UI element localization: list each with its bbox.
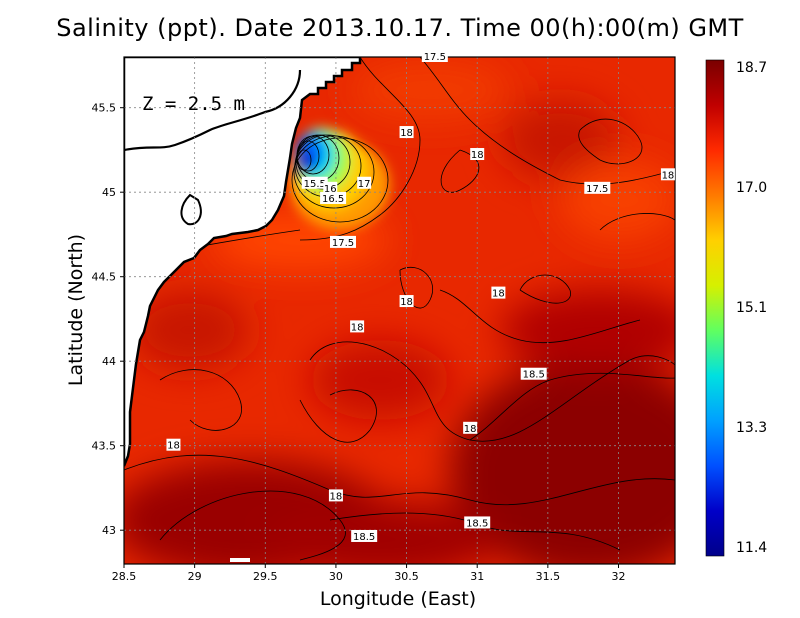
contour-label: 18: [470, 148, 485, 161]
svg-text:17.5: 17.5: [424, 52, 446, 63]
svg-text:18: 18: [330, 491, 343, 502]
x-tick-label: 29.5: [253, 570, 278, 583]
plume-contours: [291, 134, 389, 223]
contour-label: 18.5: [520, 367, 547, 381]
y-tick-label: 44: [102, 355, 116, 368]
svg-text:18.5: 18.5: [353, 532, 375, 543]
svg-text:18: 18: [471, 150, 484, 161]
x-tick-label: 31.5: [536, 570, 561, 583]
x-tick-label: 31: [470, 570, 484, 583]
salinity-field: [124, 57, 675, 564]
contour-label: 16: [323, 181, 338, 195]
y-axis-ticks: 43 43.5 44 44.5 45 45.5: [92, 102, 124, 537]
coastline-inland: [124, 69, 302, 152]
contour-label: 17.5: [329, 235, 356, 249]
plot-title: Salinity (ppt). Date 2013.10.17. Time 00…: [56, 14, 744, 42]
x-tick-label: 32: [611, 570, 625, 583]
svg-text:18: 18: [167, 441, 180, 452]
plot-frame: [123, 56, 676, 565]
svg-text:18: 18: [464, 424, 477, 435]
contour-lines: [124, 57, 675, 561]
colorbar-tick-label: 18.7: [736, 60, 768, 76]
colorbar-tick-label: 15.1: [736, 300, 768, 316]
contour-label: 18: [328, 489, 343, 502]
x-tick-label: 29: [188, 570, 202, 583]
contour-label: 18: [399, 295, 414, 308]
contour-labels: 17.5 18 18 17.5 18 15.516 17 16.5 17.5 18 18 18 18.5…: [166, 50, 675, 543]
contour-label: 18: [399, 126, 414, 139]
y-tick-label: 45.5: [92, 102, 117, 115]
svg-text:17.5: 17.5: [586, 184, 608, 195]
contour-label: 18.5: [351, 529, 378, 543]
contour-label: 17.5: [421, 50, 448, 63]
x-axis-label: Longitude (East): [319, 588, 477, 610]
y-tick-label: 43.5: [92, 440, 117, 453]
svg-text:18: 18: [400, 297, 413, 308]
contour-label: 18: [350, 320, 365, 333]
svg-text:18: 18: [492, 289, 505, 300]
svg-text:17: 17: [358, 179, 371, 190]
contour-label: 15.5: [301, 176, 328, 190]
y-tick-label: 43: [102, 524, 116, 537]
contour-label: 18: [660, 168, 675, 181]
svg-text:18.5: 18.5: [466, 518, 488, 529]
contour-label: 16.5: [320, 191, 347, 205]
contour-label: 17.5: [584, 181, 611, 195]
svg-text:18: 18: [400, 128, 413, 139]
contour-label: 18: [491, 286, 506, 300]
svg-text:15.5: 15.5: [304, 179, 326, 190]
contour-label: 17: [357, 176, 372, 190]
contour-label: 18.5: [464, 516, 491, 529]
depth-label: Z = 2.5 m: [142, 93, 245, 115]
colorbar-tick-label: 13.3: [736, 420, 768, 436]
contour-label: 18: [463, 421, 478, 435]
x-axis-ticks: 28.5 29 29.5 30 30.5 31 31.5 32: [112, 564, 625, 583]
colorbar: [705, 59, 725, 557]
svg-text:18: 18: [351, 322, 364, 333]
svg-text:17.5: 17.5: [332, 238, 354, 249]
lake-shape: [180, 193, 202, 226]
contour-label: 18: [166, 438, 181, 452]
colorbar-tick-label: 17.0: [736, 180, 768, 196]
y-tick-label: 45: [102, 186, 116, 199]
y-tick-label: 44.5: [92, 271, 117, 284]
x-tick-label: 28.5: [112, 570, 137, 583]
x-tick-label: 30: [329, 570, 343, 583]
svg-text:18.5: 18.5: [523, 370, 545, 381]
land-mask: [124, 57, 362, 467]
x-tick-label: 30.5: [394, 570, 419, 583]
svg-text:18: 18: [662, 170, 675, 181]
grid-lines: [124, 57, 675, 564]
svg-text:16: 16: [324, 184, 337, 195]
colorbar-tick-label: 11.4: [736, 540, 768, 556]
svg-text:16.5: 16.5: [322, 194, 344, 205]
